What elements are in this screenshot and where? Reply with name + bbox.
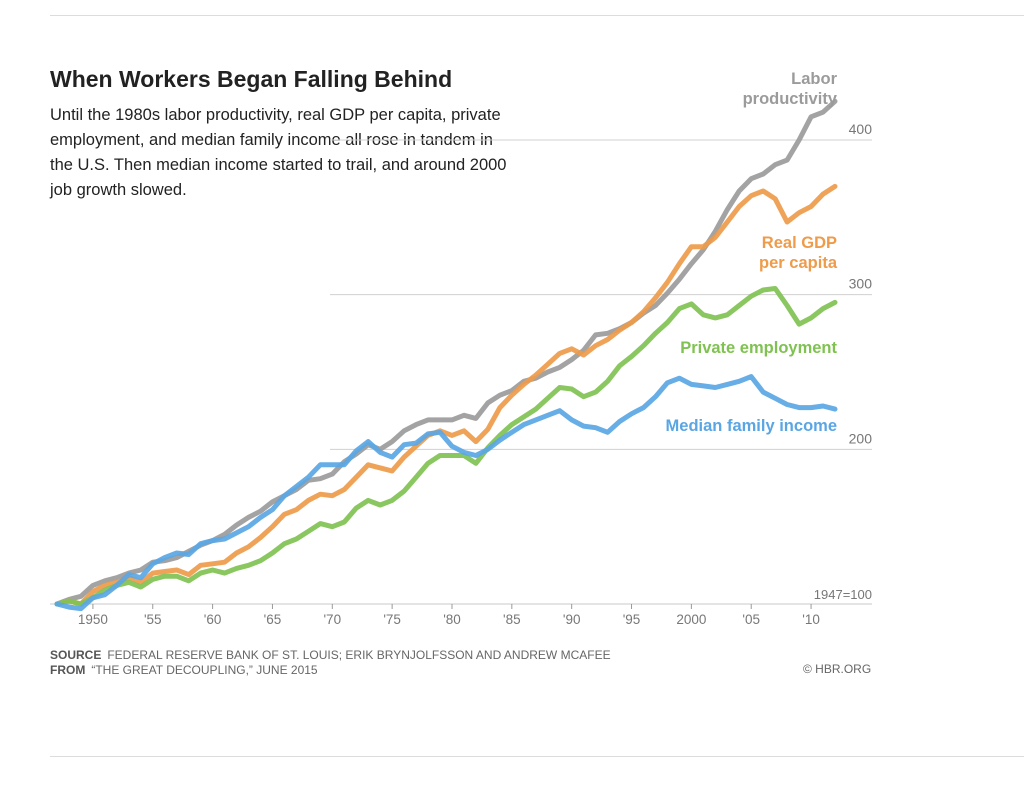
- x-axis: 1950 '55 '60 '65 '70 '75 '80 '85 '90 '95 2000 '05 '1…: [78, 604, 820, 627]
- x-tick-label: '75: [383, 612, 401, 627]
- source-line: SOURCE FEDERAL RESERVE BANK OF ST. LOUIS;…: [50, 648, 611, 662]
- x-tick-label: '60: [204, 612, 222, 627]
- series-line-private-employment: [54, 286, 838, 607]
- bottom-rule: [50, 756, 1024, 757]
- x-tick-label: '05: [742, 612, 760, 627]
- from-line: FROM “THE GREAT DECOUPLING,” JUNE 2015: [50, 663, 318, 677]
- hbr-credit: © HBR.ORG: [803, 662, 872, 676]
- x-tick-label: 2000: [676, 612, 706, 627]
- y-tick-label: 200: [849, 430, 873, 446]
- y-tick-label: 400: [849, 121, 873, 137]
- series-label-real-gdp-per-capita: Real GDP: [762, 234, 837, 252]
- x-tick-label: '85: [503, 612, 521, 627]
- gridlines: 200 300 400 1947=100: [50, 121, 873, 605]
- chart-subtitle: Until the 1980s labor productivity, real…: [50, 106, 507, 199]
- series-label-median-family-income: Median family income: [666, 417, 837, 435]
- series-label-private-employment: Private employment: [680, 339, 837, 357]
- chart-title: When Workers Began Falling Behind: [50, 66, 453, 92]
- x-tick-label: '10: [802, 612, 820, 627]
- y-tick-label: 300: [849, 276, 873, 292]
- x-tick-label: 1950: [78, 612, 108, 627]
- x-tick-label: '95: [623, 612, 641, 627]
- x-tick-label: '55: [144, 612, 162, 627]
- series-line-median-family-income: [54, 374, 838, 612]
- series-label-labor-productivity: Labor: [791, 70, 837, 88]
- baseline-label: 1947=100: [814, 587, 872, 602]
- source-label: SOURCE: [50, 648, 102, 662]
- top-rule: [50, 15, 1024, 16]
- series-label-real-gdp-per-capita: per capita: [759, 254, 838, 272]
- series-line-real-gdp-per-capita: [54, 183, 838, 607]
- series-label-labor-productivity: productivity: [743, 90, 838, 108]
- from-text: “THE GREAT DECOUPLING,” JUNE 2015: [91, 663, 318, 677]
- x-tick-label: '90: [563, 612, 581, 627]
- x-tick-label: '65: [264, 612, 282, 627]
- source-text: FEDERAL RESERVE BANK OF ST. LOUIS; ERIK …: [107, 648, 611, 662]
- series-lines: [54, 98, 838, 612]
- series-labels: Labor productivity Real GDP per capita Priva…: [666, 70, 838, 435]
- x-tick-label: '70: [323, 612, 341, 627]
- from-label: FROM: [50, 663, 86, 677]
- x-tick-label: '80: [443, 612, 461, 627]
